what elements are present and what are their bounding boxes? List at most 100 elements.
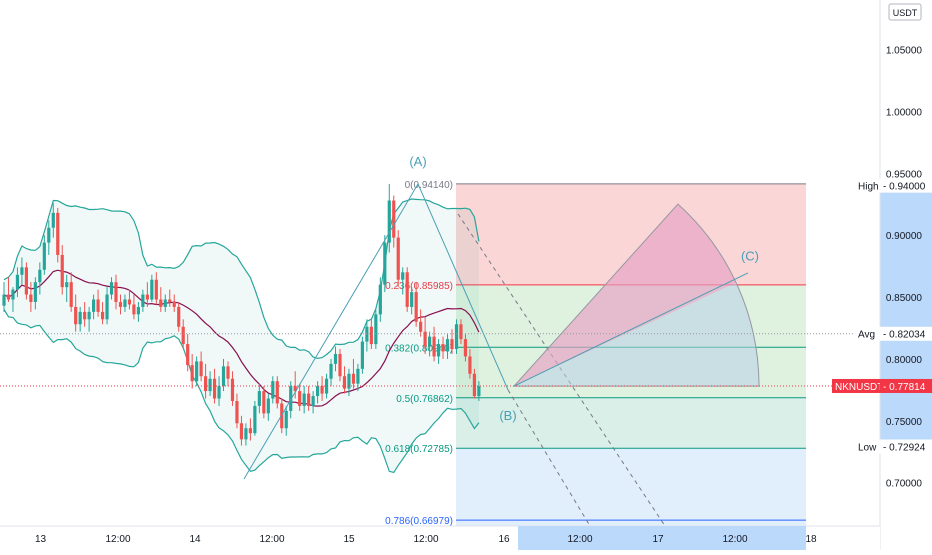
price-label-avg-value-bg: [880, 326, 932, 341]
bollinger-upper: [3, 198, 480, 360]
fib-zone-4: [456, 448, 806, 521]
candle-body: [441, 344, 445, 352]
fan-sector-lower: [514, 282, 759, 387]
candle-body: [15, 274, 20, 290]
candle-body: [307, 393, 311, 406]
time-tick-label: 13: [35, 534, 47, 545]
candle-body: [477, 386, 481, 397]
wave-label-a: (A): [409, 154, 426, 169]
price-range-highlight: [880, 185, 932, 447]
candles: [2, 183, 481, 446]
candle-body: [423, 331, 427, 347]
candle-body: [369, 326, 373, 345]
candle-body: [56, 212, 60, 255]
candle-body: [159, 299, 163, 307]
currency-box[interactable]: [888, 3, 922, 21]
candle-body: [298, 391, 302, 406]
candle-body: [459, 324, 463, 340]
candle-body: [69, 282, 73, 307]
candle-body: [60, 254, 64, 288]
price-label-current-bg: [832, 378, 880, 393]
candle-body: [289, 386, 293, 411]
time-tick-label: 12:00: [722, 534, 747, 545]
candle-body: [432, 336, 436, 357]
price-label-current-value: - 0.77814: [883, 382, 926, 393]
candle-body: [199, 361, 203, 377]
candle-body: [378, 284, 382, 315]
candle-body: [132, 304, 136, 315]
price-label-high-text: High: [858, 182, 879, 193]
candle-body: [150, 279, 154, 300]
candle-body: [463, 339, 468, 357]
candle-body: [208, 378, 212, 392]
candle-body: [401, 272, 405, 280]
candle-body: [65, 282, 69, 288]
candle-body: [29, 294, 33, 302]
wave-label-c: (C): [741, 249, 759, 264]
candle-body: [83, 311, 87, 320]
fib-label-0.382: 0.382(0.80940): [385, 343, 453, 354]
candle-body: [356, 368, 360, 384]
candle-body: [230, 378, 235, 401]
price-tick-label: 1.00000: [886, 107, 923, 118]
price-tick-label: 0.90000: [886, 231, 923, 242]
candle-body: [47, 227, 51, 243]
candle-body: [105, 294, 109, 320]
candle-body: [311, 396, 315, 406]
candle-body: [257, 391, 261, 406]
candle-body: [351, 373, 356, 384]
candle-body: [42, 242, 46, 270]
fib-zone-tail: [456, 520, 806, 526]
candle-body: [244, 428, 248, 440]
candle-body: [123, 299, 127, 307]
candle-body: [109, 282, 114, 295]
candle-body: [235, 400, 239, 424]
candle-body: [74, 306, 78, 325]
candle-body: [468, 356, 472, 374]
fib-label-0.786: 0.786(0.66979): [385, 516, 453, 527]
drawings[interactable]: (A) (B) (C): [0, 154, 880, 527]
candle-body: [212, 378, 217, 399]
candle-body: [472, 373, 476, 397]
candle-body: [333, 353, 338, 364]
candle-body: [33, 282, 37, 302]
candle-body: [51, 212, 55, 228]
fib-label-0.5: 0.5(0.76862): [396, 394, 453, 405]
price-label-high-value-bg: [880, 178, 932, 193]
time-tick-label: 17: [652, 534, 664, 545]
candle-body: [271, 381, 275, 399]
candle-body: [226, 366, 230, 379]
price-tick-label: 0.85000: [886, 293, 923, 304]
wave-label-b: (B): [499, 408, 516, 423]
bollinger-lower: [3, 309, 480, 474]
candle-body: [239, 423, 244, 440]
price-tick-label: 0.80000: [886, 355, 923, 366]
candle-body: [181, 326, 185, 345]
time-tick-label: 15: [343, 534, 355, 545]
wave-line-ab: [243, 182, 509, 480]
candle-body: [127, 299, 132, 305]
bollinger-fill: [4, 199, 479, 473]
time-tick-label: 16: [498, 534, 510, 545]
candle-body: [38, 269, 42, 283]
candle-body: [154, 279, 158, 300]
time-range-highlight: [518, 526, 806, 550]
moving-average: [3, 269, 480, 407]
fib-zone-3: [456, 397, 806, 449]
candle-body: [284, 410, 288, 429]
time-tick-label: 12:00: [105, 534, 130, 545]
candle-body: [92, 299, 96, 312]
candle-body: [419, 321, 423, 332]
price-label-avg-text: Avg: [858, 330, 875, 341]
candle-body: [396, 237, 400, 280]
dashed-trend-line-2: [507, 389, 591, 527]
candle-body: [374, 314, 378, 345]
candle-body: [342, 376, 347, 389]
price-tick-label: 1.05000: [886, 46, 923, 57]
candle-body: [87, 311, 91, 320]
candle-body: [141, 294, 145, 307]
candle-body: [248, 428, 252, 434]
candle-body: [172, 301, 176, 307]
